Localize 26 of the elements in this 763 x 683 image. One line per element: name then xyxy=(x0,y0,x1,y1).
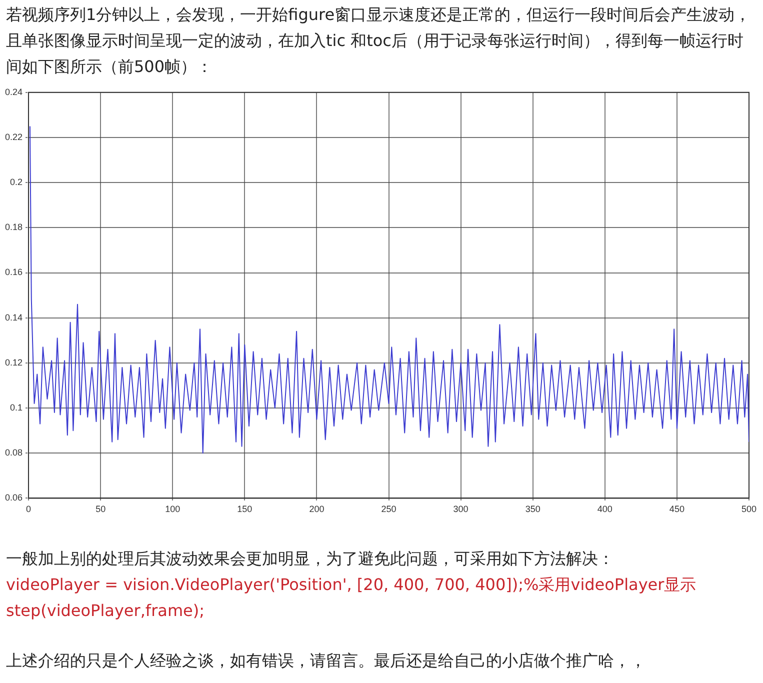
x-tick-label: 0 xyxy=(26,504,32,514)
x-tick-label: 250 xyxy=(381,504,396,514)
chart-title: 若视频序列1分钟以上，会发现，一开始figure窗口显示速度还是正常的，但运行一段时间后会产生波动，且单张图像显示时间呈现一定的波动，在加入tic 和toc后（用于记录每张运行时间），得到每一帧运行时间如下图所示（前500帧）： xyxy=(6,4,752,78)
y-tick-label: 0.16 xyxy=(4,267,23,278)
text: 上述介绍的只是个人经验之谈，如有错误，请留言。最后还是给自己的小店做个推广哈，， xyxy=(6,650,647,672)
x-tick-label: 300 xyxy=(453,504,468,514)
x-tick-label: 100 xyxy=(165,504,180,514)
y-tick-label: 0.12 xyxy=(4,357,23,368)
x-tick-label: 50 xyxy=(96,504,106,514)
y-tick-label: 0.08 xyxy=(4,448,23,458)
x-tick-label: 350 xyxy=(525,504,540,514)
y-tick-label: 0.14 xyxy=(4,312,23,322)
x-tick-label: 200 xyxy=(309,504,324,514)
y-tick-label: 0.1 xyxy=(10,402,23,413)
text: videoPlayer = vision.VideoPlayer('Position', [20, 400, 700, 400]);%采用videoPlayer显示 xyxy=(6,574,698,596)
y-tick-label: 0.22 xyxy=(4,132,23,142)
x-tick-label: 500 xyxy=(741,504,757,514)
y-tick-label: 0.06 xyxy=(4,492,23,503)
y-tick-label: 0.18 xyxy=(4,222,23,232)
x-tick-label: 450 xyxy=(669,504,684,514)
y-tick-label: 0.24 xyxy=(4,86,23,97)
y-tick-label: 0.2 xyxy=(10,177,23,188)
text: step(videoPlayer,frame); xyxy=(6,600,206,622)
x-tick-label: 150 xyxy=(237,504,252,514)
x-tick-label: 400 xyxy=(597,504,612,514)
text: 一般加上别的处理后其波动效果会更加明显，为了避免此问题，可采用如下方法解决： xyxy=(6,548,615,570)
